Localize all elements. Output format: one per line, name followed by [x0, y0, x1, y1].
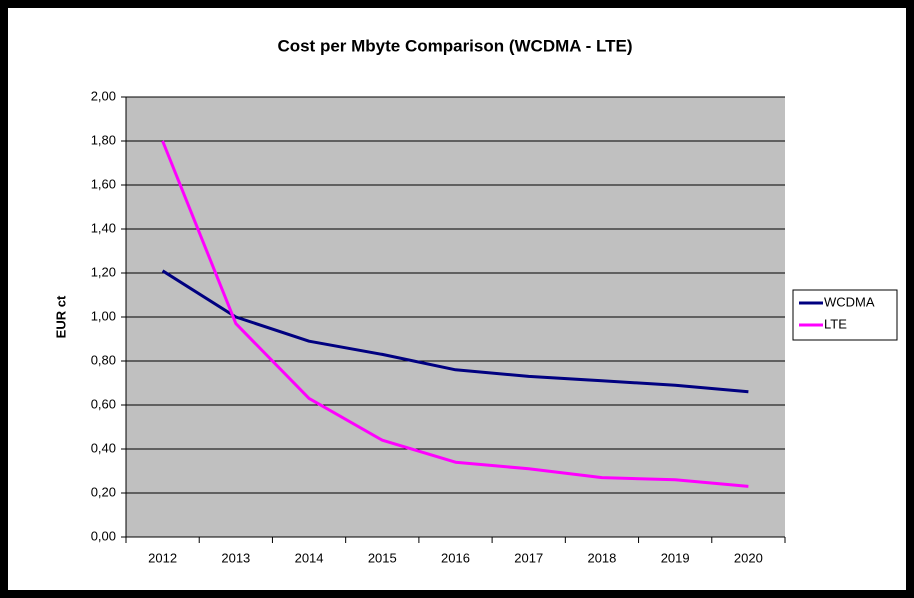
series-line	[161, 269, 749, 394]
y-tick-label: 0,80	[91, 352, 116, 367]
y-tick-label: 0,20	[91, 484, 116, 499]
y-tick-label: 2,00	[91, 88, 116, 103]
y-axis-title: EUR ct	[53, 295, 68, 338]
x-tick-label: 2012	[148, 550, 177, 565]
series-line	[161, 140, 749, 488]
y-tick-label: 1,20	[91, 264, 116, 279]
y-tick-label: 0,60	[91, 396, 116, 411]
legend-box	[792, 289, 898, 341]
x-tick-label: 2017	[514, 550, 543, 565]
x-tick-label: 2020	[734, 550, 763, 565]
y-tick-label: 0,00	[91, 528, 116, 543]
y-tick-label: 0,40	[91, 440, 116, 455]
x-tick-label: 2016	[441, 550, 470, 565]
y-tick-label: 1,60	[91, 176, 116, 191]
x-tick-label: 2013	[221, 550, 250, 565]
x-tick-label: 2018	[587, 550, 616, 565]
x-tick-label: 2019	[661, 550, 690, 565]
x-tick-label: 2015	[368, 550, 397, 565]
chart-title: Cost per Mbyte Comparison (WCDMA - LTE)	[277, 36, 632, 55]
x-tick-label: 2014	[295, 550, 324, 565]
legend-label: WCDMA	[824, 294, 875, 309]
y-tick-label: 1,40	[91, 220, 116, 235]
y-tick-label: 1,80	[91, 132, 116, 147]
y-tick-label: 1,00	[91, 308, 116, 323]
legend-label: LTE	[824, 316, 847, 331]
